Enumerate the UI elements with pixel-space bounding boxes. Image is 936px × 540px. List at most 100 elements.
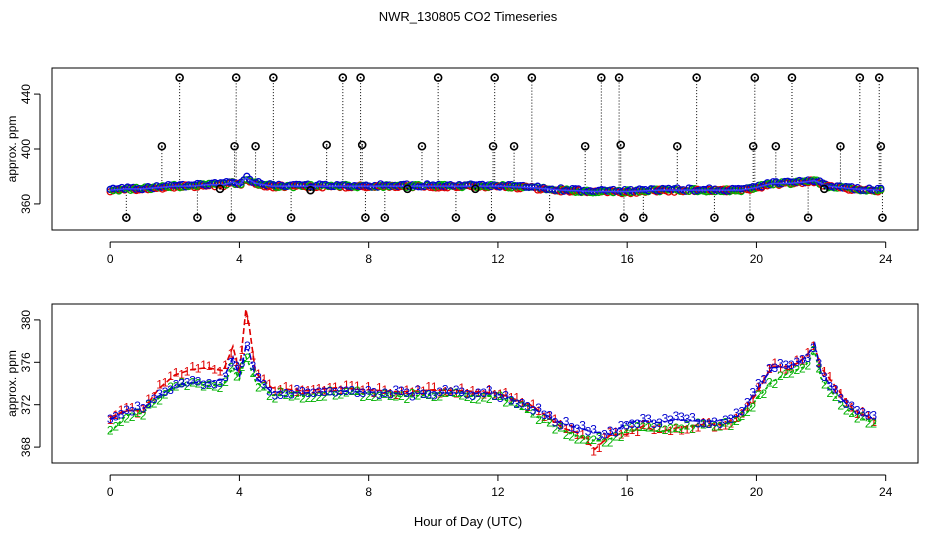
series-3-marker: 3 [804,351,811,365]
series-3-marker: 3 [222,370,229,384]
series-3-marker: 3 [793,355,800,369]
series-2-marker: 2 [189,376,196,390]
series-3-marker: 3 [354,386,361,400]
bottom-y-tick-label: 368 [19,437,33,457]
series-1-marker: 1 [178,367,185,381]
series-3-marker: 3 [656,416,663,430]
series-2-marker: 2 [316,390,323,404]
series-2-marker: 2 [640,420,647,434]
series-3-marker: 3 [140,401,147,415]
series-3-marker: 3 [349,383,356,397]
outlier-point-center [219,187,221,190]
series-2-marker: 2 [761,387,768,401]
series-1-marker: 1 [195,361,202,375]
outlier-point-center [361,143,364,146]
series-2-marker: 2 [568,429,575,443]
series-1-marker: 1 [360,383,367,397]
top-y-axis-label: approx. ppm [5,116,19,183]
series-3-marker: 3 [458,385,465,399]
outlier-point [639,213,648,222]
outlier-point-center [178,76,181,79]
series-3-marker: 3 [761,372,768,386]
series-3-marker: 3 [612,426,619,440]
series-1-marker: 1 [206,359,213,373]
series-1-marker: 1 [398,384,405,398]
series-3-marker: 3 [173,378,180,392]
series-2-marker: 2 [788,366,795,380]
series-3-marker: 3 [305,386,312,400]
series-2-marker: 2 [173,379,180,393]
series-1-marker: 1 [497,387,504,401]
series-2-marker: 2 [579,432,586,446]
series-1-marker: 1 [316,382,323,396]
outlier-point-center [839,145,842,148]
series-2-marker: 2 [453,386,460,400]
series-1-marker: 1 [804,346,811,360]
series-1-marker: 1 [623,425,630,439]
series-2-marker: 2 [508,394,515,408]
top-x-tick-label: 0 [107,252,114,266]
series-1-marker: 1 [376,380,383,394]
series-3-marker: 3 [711,415,718,429]
series-3-marker: 3 [750,385,757,399]
series-2-marker: 2 [200,380,207,394]
series-1-marker: 1 [167,369,174,383]
series-2-marker: 2 [338,387,345,401]
series-1-marker: 1 [706,416,713,430]
outlier-point-center [676,145,679,148]
series-3-marker: 3 [684,412,691,426]
series-2-marker: 2 [497,389,504,403]
series-1-marker: 1 [788,360,795,374]
series-3-marker: 3 [486,384,493,398]
bottom-x-tick-label: 8 [365,485,372,499]
series-3-marker: 3 [420,387,427,401]
series-2-marker: 2 [766,375,773,389]
series-2-marker: 2 [843,403,850,417]
series-2-marker: 2 [360,390,367,404]
series-1-marker: 1 [453,387,460,401]
series-1-marker: 1 [640,418,647,432]
outlier-point [787,73,797,82]
series-1-marker: 1 [689,422,696,436]
series-1-marker: 1 [145,392,152,406]
series-2-marker: 2 [288,390,295,404]
series-2-marker: 2 [744,405,751,419]
series-2-marker: 2 [772,377,779,391]
series-1-marker: 1 [277,382,284,396]
series-2-marker: 2 [618,430,625,444]
series-2-marker: 2 [541,412,548,426]
series-3-marker: 3 [134,399,141,413]
series-1-marker: 1 [381,383,388,397]
bottom-x-tick-label: 0 [107,485,114,499]
series-3-marker: 3 [436,385,443,399]
series-1-marker: 1 [480,387,487,401]
series-1-marker: 1 [596,441,603,455]
series-1-marker: 1 [299,383,306,397]
outlier-point [306,185,315,195]
outlier-point [122,213,131,222]
outlier-point-center [749,216,751,219]
series-2-marker: 2 [420,387,427,401]
chart-title: NWR_130805 CO2 Timeseries [378,9,558,24]
series-1-marker: 1 [288,382,295,396]
outlier-point [545,213,554,222]
series-1-marker: 1 [458,381,465,395]
series-1-marker: 1 [590,445,597,459]
series-1-marker: 1 [700,416,707,430]
series-2-marker: 2 [733,414,740,428]
series-2-marker: 2 [486,392,493,406]
series-2-marker: 2 [398,389,405,403]
series-2-marker: 2 [167,380,174,394]
series-1-marker: 1 [508,391,515,405]
series-3-marker: 3 [667,413,674,427]
series-2-marker: 2 [491,389,498,403]
outlier-point [748,141,758,151]
series-3-marker: 3 [837,392,844,406]
series-3-marker: 3 [585,424,592,438]
outlier-point-center [421,145,423,148]
series-3-marker: 3 [178,376,185,390]
series-3-marker: 3 [645,412,652,426]
series-1-marker: 1 [579,428,586,442]
series-2-marker: 2 [151,397,158,411]
series-2-marker: 2 [156,393,163,407]
